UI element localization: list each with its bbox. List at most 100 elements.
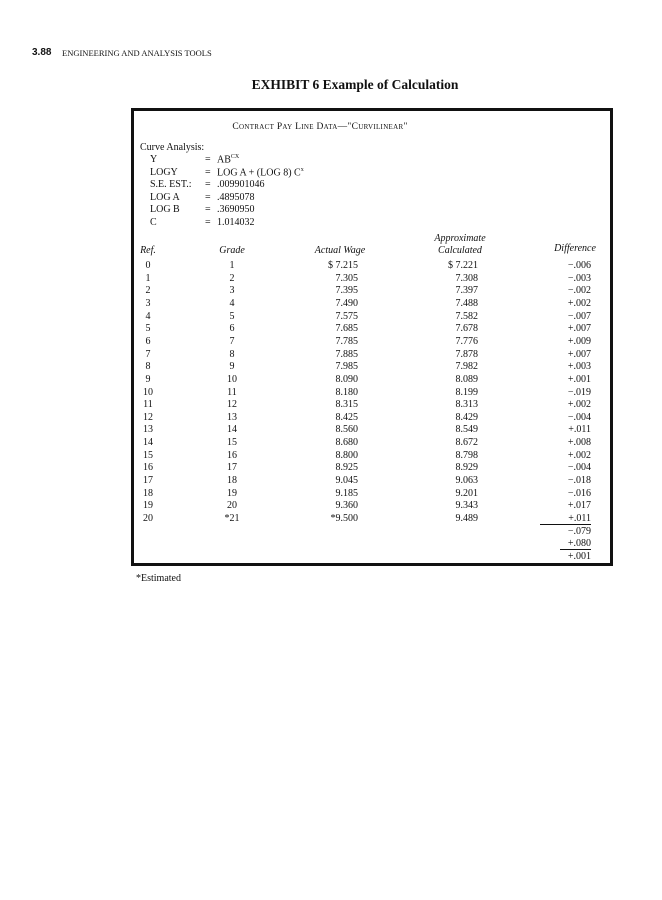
cell-calculated: 8.429	[455, 411, 479, 423]
cell-calculated: 7.488	[455, 297, 479, 309]
cell-grade: *21	[224, 513, 240, 524]
superscript: CX	[230, 154, 240, 160]
cell-grade: 17	[227, 462, 237, 474]
cell-difference: +.011	[540, 513, 591, 525]
cell-calculated: 8.672	[455, 437, 479, 449]
cell-actual-wage: $ 7.215	[328, 260, 358, 271]
running-head: ENGINEERING AND ANALYSIS TOOLS	[62, 48, 212, 58]
equals-sign: =	[205, 179, 211, 191]
cell-difference: −.007	[567, 310, 591, 322]
cell-calculated: 8.199	[455, 386, 479, 398]
cell-difference: +.003	[567, 361, 591, 373]
cell-ref: 9	[145, 373, 151, 385]
cell-difference: +.002	[567, 399, 591, 411]
exhibit-box	[131, 108, 613, 566]
cell-actual-wage: 7.575	[335, 310, 359, 322]
cell-grade: 1	[229, 260, 235, 271]
cell-actual-wage: 8.315	[335, 399, 359, 411]
cell-ref: 18	[143, 487, 153, 499]
cell-grade: 7	[229, 335, 235, 347]
curve-param-value: 1.014032	[217, 217, 255, 228]
equals-sign: =	[205, 166, 211, 178]
cell-ref: 6	[145, 335, 151, 347]
cell-calculated: 8.549	[455, 424, 479, 436]
cell-difference: +.009	[567, 335, 591, 347]
cell-grade: 20	[227, 500, 237, 512]
cell-ref: 11	[143, 399, 153, 411]
cell-calculated: 7.397	[455, 285, 479, 297]
curve-param-name: Y	[150, 154, 158, 165]
cell-actual-wage: 7.885	[335, 348, 359, 360]
cell-ref: 4	[145, 310, 151, 322]
table-title: Contract Pay Line Data—"Curvilinear"	[232, 122, 408, 132]
cell-calculated: 9.201	[455, 487, 479, 499]
cell-calculated: 9.063	[455, 475, 479, 487]
cell-ref: 20	[143, 513, 153, 524]
cell-actual-wage: 7.305	[335, 272, 359, 284]
cell-actual-wage: 7.685	[335, 323, 359, 335]
cell-ref: 10	[143, 386, 153, 398]
cell-actual-wage: *9.500	[330, 513, 359, 524]
cell-calculated: 8.929	[455, 462, 479, 474]
exhibit-title: EXHIBIT 6 Example of Calculation	[251, 77, 459, 92]
curve-param-value: .4895078	[217, 191, 255, 203]
cell-calculated: $ 7.221	[448, 260, 478, 271]
cell-ref: 1	[145, 272, 151, 284]
cell-grade: 2	[229, 272, 235, 284]
col-approximate: Approximate	[434, 233, 486, 244]
curve-param-name: C	[150, 217, 157, 228]
cell-calculated: 7.678	[455, 323, 479, 335]
cell-actual-wage: 8.180	[335, 386, 359, 398]
cell-ref: 17	[143, 475, 153, 487]
total-difference: −.079	[567, 525, 591, 537]
equals-sign: =	[205, 217, 211, 228]
superscript: x	[300, 166, 304, 173]
col-actual-wage: Actual Wage	[314, 245, 366, 256]
cell-actual-wage: 8.680	[335, 437, 359, 449]
cell-actual-wage: 8.925	[335, 462, 359, 474]
cell-difference: −.016	[567, 487, 591, 499]
curve-param-value: ABCX	[217, 154, 240, 166]
equals-sign: =	[205, 154, 211, 165]
cell-grade: 12	[227, 399, 237, 411]
cell-calculated: 7.982	[455, 361, 479, 373]
curve-param-value: LOG A + (LOG 8) Cx	[217, 166, 304, 178]
cell-grade: 9	[229, 361, 235, 373]
col-calculated: Calculated	[438, 245, 482, 256]
cell-calculated: 7.582	[455, 310, 479, 322]
cell-difference: −.004	[567, 462, 591, 474]
cell-grade: 10	[227, 373, 237, 385]
cell-actual-wage: 9.360	[335, 500, 359, 512]
page-number: 3.88	[32, 47, 52, 58]
cell-ref: 19	[143, 500, 153, 512]
equals-sign: =	[205, 204, 211, 216]
cell-difference: +.007	[567, 348, 591, 360]
cell-grade: 19	[227, 487, 237, 499]
curve-param-name: LOG B	[150, 204, 180, 216]
cell-grade: 16	[227, 449, 237, 461]
cell-grade: 4	[229, 297, 235, 309]
col-difference: Difference	[554, 243, 596, 254]
cell-actual-wage: 8.560	[335, 424, 359, 436]
col-ref: Ref.	[140, 245, 156, 256]
cell-calculated: 7.308	[455, 272, 479, 284]
cell-difference: +.017	[567, 500, 591, 512]
cell-ref: 7	[145, 348, 151, 360]
cell-ref: 13	[143, 424, 153, 436]
cell-grade: 11	[227, 386, 237, 398]
cell-actual-wage: 9.045	[335, 475, 359, 487]
cell-calculated: 8.798	[455, 449, 479, 461]
cell-calculated: 7.878	[455, 348, 479, 360]
curve-param-name: LOGY	[150, 166, 178, 178]
cell-actual-wage: 7.395	[335, 285, 359, 297]
cell-difference: +.002	[567, 297, 591, 309]
cell-grade: 15	[227, 437, 237, 449]
cell-difference: +.011	[568, 424, 591, 436]
cell-ref: 3	[145, 297, 151, 309]
curve-param-value: .3690950	[217, 204, 255, 216]
cell-calculated: 7.776	[455, 335, 479, 347]
cell-actual-wage: 8.800	[335, 449, 359, 461]
cell-calculated: 8.313	[455, 399, 479, 411]
cell-actual-wage: 7.985	[335, 361, 359, 373]
